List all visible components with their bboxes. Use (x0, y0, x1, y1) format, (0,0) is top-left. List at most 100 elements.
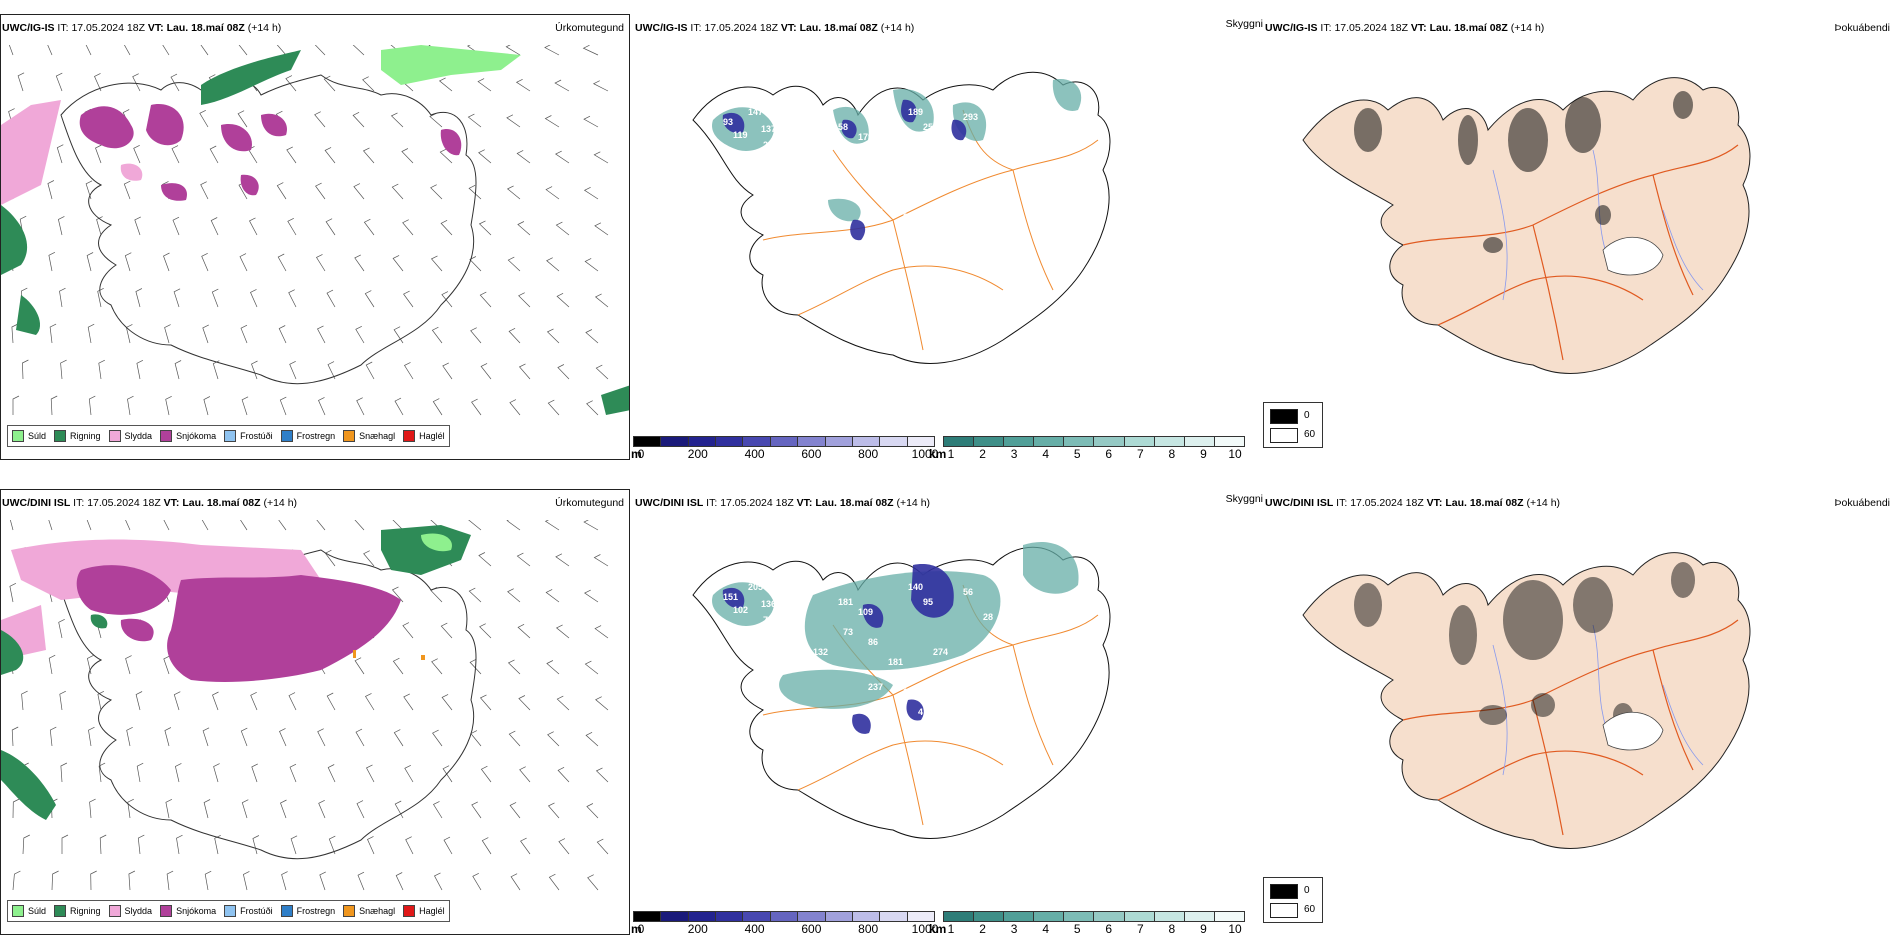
wind-barb (98, 762, 106, 783)
wind-barb (583, 520, 599, 531)
wind-barb (285, 75, 297, 92)
wind-barb (353, 183, 365, 200)
legend-swatch (280, 430, 293, 442)
colorbar-segment (1154, 912, 1185, 921)
model-name: UWC/IG-IS (1265, 22, 1318, 34)
ceiling-label: 56 (963, 587, 973, 597)
ceiling-visibility-panel: 151 205 136 102 79 399 181 109 140 95 56 73 86 181 237… (631, 475, 1263, 945)
visibility-unit: km (929, 447, 947, 461)
ceiling-label: 281 (763, 140, 778, 150)
fog-map (1302, 552, 1751, 849)
wind-barb (174, 763, 182, 783)
wind-barb (354, 657, 365, 675)
wind-barb (442, 362, 453, 380)
wind-barb (242, 871, 250, 891)
wind-barb (362, 147, 375, 164)
visibility-colorbar-bar (943, 436, 1245, 447)
model-name: UWC/DINI ISL (635, 497, 704, 509)
wind-barb (209, 145, 219, 164)
snow-areas (79, 104, 462, 201)
fog-key-high: 0 (1304, 885, 1310, 896)
ceiling-label: 123 (903, 687, 918, 697)
wind-barb (287, 217, 297, 236)
wind-barb (325, 218, 336, 236)
wind-barb (555, 624, 570, 639)
model-name: UWC/DINI ISL (1265, 497, 1334, 509)
wind-barb (98, 359, 105, 380)
colorbar-segment (743, 912, 771, 921)
wind-barb (443, 836, 453, 855)
colorbar-tick: 7 (1136, 447, 1144, 461)
precip-map (1, 45, 629, 416)
colorbar-tick: 7 (1136, 922, 1144, 936)
wind-barb (546, 257, 560, 272)
wind-barb (318, 397, 326, 416)
wind-barb (88, 726, 95, 747)
wind-barb (442, 765, 453, 783)
wind-barb (508, 730, 521, 747)
low-ceiling-areas (722, 564, 954, 734)
legend-swatch (12, 430, 24, 442)
wind-barb (97, 287, 104, 308)
colorbar-tick: 3 (1010, 922, 1018, 936)
wind-barb (509, 399, 521, 416)
wind-barb (59, 287, 66, 308)
legend-swatch (224, 430, 237, 442)
wind-barb (22, 359, 29, 380)
panel-title: Úrkomutegund (555, 497, 624, 509)
wind-barb (392, 255, 404, 272)
wind-barb (96, 216, 103, 236)
precip-legend: Súld Rigning Slydda Snjókoma Frostúði Fr… (7, 425, 450, 447)
wind-barb (472, 872, 482, 891)
wind-barb (127, 395, 134, 416)
fog-key-high: 0 (1304, 410, 1310, 421)
wind-barb (290, 835, 298, 855)
wind-barb (470, 327, 482, 344)
ceiling-label: 151 (723, 592, 738, 602)
wind-barb (47, 180, 55, 200)
colorbar-tick: 5 (1073, 922, 1081, 936)
legend-swatch (108, 430, 121, 442)
legend-item-snow-pellets: Snæhagl (343, 430, 395, 442)
wind-barb (518, 292, 531, 308)
wind-barb (133, 144, 141, 164)
wind-barb (595, 767, 609, 783)
wind-barb (47, 45, 53, 56)
ceiling-label: 558 (868, 162, 883, 172)
wind-barb (555, 150, 570, 164)
forecast-row-ig-is: Súld Rigning Slydda Snjókoma Frostúði Fr… (0, 0, 1900, 470)
wind-barb (548, 873, 560, 891)
low-ceiling-areas (722, 99, 967, 241)
wind-barb (434, 872, 443, 891)
wind-barb (469, 658, 482, 675)
wind-barb (48, 654, 56, 675)
wind-barb (328, 835, 336, 855)
wind-barb (367, 836, 375, 855)
wind-barb (363, 218, 375, 236)
ceiling-label: 25 (923, 122, 933, 132)
wind-barb (60, 762, 68, 783)
ceiling-label: 477 (888, 182, 903, 192)
wind-barb (517, 623, 531, 639)
wind-barb (135, 288, 143, 308)
wind-barb (165, 395, 172, 416)
wind-barb (316, 520, 326, 531)
legend-item-sleet: Slydda (108, 430, 152, 442)
wind-barb (506, 185, 521, 200)
fog-indicator-panel: 0 60 UWC/IG-IS IT: 17.05.2024 18Z VT: La… (1263, 0, 1900, 470)
ceiling-label: 274 (933, 647, 948, 657)
precip-type-panel: Súld Rigning Slydda Snjókoma Frostúði Fr… (0, 0, 632, 470)
wind-barb (519, 766, 531, 783)
wind-barb (163, 655, 170, 675)
drizzle-areas (381, 45, 521, 85)
wind-barb (22, 834, 30, 855)
wind-barb (162, 45, 170, 56)
wind-barb (431, 658, 443, 675)
wind-barb (12, 395, 20, 415)
wind-barb (352, 111, 365, 128)
wind-barb (479, 694, 492, 711)
